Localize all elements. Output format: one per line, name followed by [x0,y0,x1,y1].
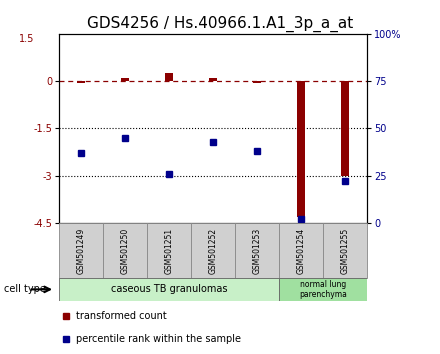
Bar [209,79,217,81]
Text: GSM501255: GSM501255 [341,227,350,274]
Bar [103,223,147,278]
Bar [235,223,279,278]
Text: GSM501252: GSM501252 [209,227,218,274]
Bar [121,79,129,81]
Text: GSM501251: GSM501251 [165,227,174,274]
Text: GDS4256 / Hs.40966.1.A1_3p_a_at: GDS4256 / Hs.40966.1.A1_3p_a_at [87,16,353,32]
Bar [279,223,323,278]
Text: GSM501249: GSM501249 [77,227,86,274]
Bar [147,223,191,278]
Text: GSM501254: GSM501254 [297,227,306,274]
Bar [279,278,367,301]
Bar [165,73,173,81]
Text: caseous TB granulomas: caseous TB granulomas [111,284,227,295]
Bar [191,223,235,278]
Bar [253,81,261,83]
Text: percentile rank within the sample: percentile rank within the sample [77,334,242,344]
Bar [59,278,279,301]
Text: GSM501253: GSM501253 [253,227,262,274]
Text: GSM501250: GSM501250 [121,227,130,274]
Bar [77,81,85,82]
Bar [297,81,305,217]
Bar [341,81,349,176]
Text: normal lung
parenchyma: normal lung parenchyma [300,280,347,299]
Text: cell type: cell type [4,284,46,295]
Text: transformed count: transformed count [77,311,167,321]
Bar [59,223,103,278]
Text: 1.5: 1.5 [19,34,34,44]
Bar [323,223,367,278]
